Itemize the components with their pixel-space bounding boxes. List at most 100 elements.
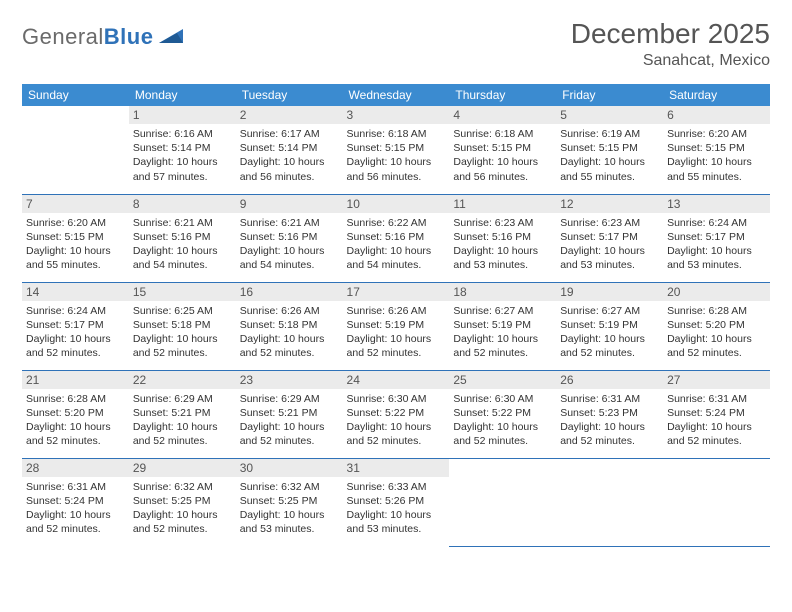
day-details: Sunrise: 6:23 AMSunset: 5:16 PMDaylight:…	[452, 216, 553, 273]
day-number: 10	[343, 195, 450, 213]
day-details: Sunrise: 6:32 AMSunset: 5:25 PMDaylight:…	[132, 480, 233, 537]
calendar-cell: 26 Sunrise: 6:31 AMSunset: 5:23 PMDayligh…	[556, 370, 663, 458]
day-number: 16	[236, 283, 343, 301]
day-details: Sunrise: 6:28 AMSunset: 5:20 PMDaylight:…	[25, 392, 126, 449]
calendar-week-row: 1 Sunrise: 6:16 AMSunset: 5:14 PMDaylight…	[22, 106, 770, 194]
day-number: 15	[129, 283, 236, 301]
calendar-cell: 10Sunrise: 6:22 AMSunset: 5:16 PMDayligh…	[343, 194, 450, 282]
day-details: Sunrise: 6:28 AMSunset: 5:20 PMDaylight:…	[666, 304, 767, 361]
day-number: 17	[343, 283, 450, 301]
weekday-header: Saturday	[663, 84, 770, 106]
month-title: December 2025	[571, 18, 770, 50]
calendar-week-row: 21 Sunrise: 6:28 AMSunset: 5:20 PMDayligh…	[22, 370, 770, 458]
day-details: Sunrise: 6:19 AMSunset: 5:15 PMDaylight:…	[559, 127, 660, 184]
day-number: 26	[556, 371, 663, 389]
day-number: 21	[22, 371, 129, 389]
calendar-cell: 11 Sunrise: 6:23 AMSunset: 5:16 PMDayligh…	[449, 194, 556, 282]
calendar-cell: 9Sunrise: 6:21 AMSunset: 5:16 PMDaylight…	[236, 194, 343, 282]
day-details: Sunrise: 6:29 AMSunset: 5:21 PMDaylight:…	[132, 392, 233, 449]
calendar-cell-empty	[22, 106, 129, 194]
calendar-cell: 6 Sunrise: 6:20 AMSunset: 5:15 PMDaylight…	[663, 106, 770, 194]
day-details: Sunrise: 6:21 AMSunset: 5:16 PMDaylight:…	[132, 216, 233, 273]
calendar-week-row: 28Sunrise: 6:31 AMSunset: 5:24 PMDayligh…	[22, 458, 770, 546]
calendar-cell: 4Sunrise: 6:18 AMSunset: 5:15 PMDaylight…	[449, 106, 556, 194]
calendar-cell: 29 Sunrise: 6:32 AMSunset: 5:25 PMDayligh…	[129, 458, 236, 546]
day-number: 14	[22, 283, 129, 301]
day-number: 19	[556, 283, 663, 301]
calendar-cell: 16Sunrise: 6:26 AMSunset: 5:18 PMDayligh…	[236, 282, 343, 370]
day-number: 20	[663, 283, 770, 301]
calendar-cell: 18Sunrise: 6:27 AMSunset: 5:19 PMDayligh…	[449, 282, 556, 370]
calendar-cell: 31 Sunrise: 6:33 AMSunset: 5:26 PMDayligh…	[343, 458, 450, 546]
day-number: 25	[449, 371, 556, 389]
weekday-header: Monday	[129, 84, 236, 106]
day-details: Sunrise: 6:24 AMSunset: 5:17 PMDaylight:…	[25, 304, 126, 361]
title-block: December 2025 Sanahcat, Mexico	[571, 18, 770, 70]
brand-general: General	[22, 24, 104, 49]
day-number: 30	[236, 459, 343, 477]
day-number: 6	[663, 106, 770, 124]
weekday-header: Friday	[556, 84, 663, 106]
day-details: Sunrise: 6:26 AMSunset: 5:19 PMDaylight:…	[346, 304, 447, 361]
day-details: Sunrise: 6:33 AMSunset: 5:26 PMDaylight:…	[346, 480, 447, 537]
day-details: Sunrise: 6:27 AMSunset: 5:19 PMDaylight:…	[452, 304, 553, 361]
day-details: Sunrise: 6:27 AMSunset: 5:19 PMDaylight:…	[559, 304, 660, 361]
weekday-header: Tuesday	[236, 84, 343, 106]
day-details: Sunrise: 6:32 AMSunset: 5:25 PMDaylight:…	[239, 480, 340, 537]
day-number: 8	[129, 195, 236, 213]
calendar-cell: 5 Sunrise: 6:19 AMSunset: 5:15 PMDaylight…	[556, 106, 663, 194]
weekday-header: Thursday	[449, 84, 556, 106]
calendar-table: SundayMondayTuesdayWednesdayThursdayFrid…	[22, 84, 770, 547]
calendar-cell: 2Sunrise: 6:17 AMSunset: 5:14 PMDaylight…	[236, 106, 343, 194]
day-details: Sunrise: 6:25 AMSunset: 5:18 PMDaylight:…	[132, 304, 233, 361]
calendar-cell: 3Sunrise: 6:18 AMSunset: 5:15 PMDaylight…	[343, 106, 450, 194]
day-number: 11	[449, 195, 556, 213]
day-number: 22	[129, 371, 236, 389]
weekday-header: Wednesday	[343, 84, 450, 106]
brand-logo: GeneralBlue	[22, 24, 185, 50]
day-details: Sunrise: 6:31 AMSunset: 5:23 PMDaylight:…	[559, 392, 660, 449]
day-details: Sunrise: 6:16 AMSunset: 5:14 PMDaylight:…	[132, 127, 233, 184]
calendar-cell: 25 Sunrise: 6:30 AMSunset: 5:22 PMDayligh…	[449, 370, 556, 458]
calendar-cell: 13Sunrise: 6:24 AMSunset: 5:17 PMDayligh…	[663, 194, 770, 282]
calendar-cell: 1 Sunrise: 6:16 AMSunset: 5:14 PMDaylight…	[129, 106, 236, 194]
day-number: 12	[556, 195, 663, 213]
day-details: Sunrise: 6:30 AMSunset: 5:22 PMDaylight:…	[346, 392, 447, 449]
calendar-cell: 21 Sunrise: 6:28 AMSunset: 5:20 PMDayligh…	[22, 370, 129, 458]
day-details: Sunrise: 6:20 AMSunset: 5:15 PMDaylight:…	[666, 127, 767, 184]
calendar-cell: 27Sunrise: 6:31 AMSunset: 5:24 PMDayligh…	[663, 370, 770, 458]
day-details: Sunrise: 6:30 AMSunset: 5:22 PMDaylight:…	[452, 392, 553, 449]
calendar-cell: 30 Sunrise: 6:32 AMSunset: 5:25 PMDayligh…	[236, 458, 343, 546]
day-number: 29	[129, 459, 236, 477]
calendar-cell: 23 Sunrise: 6:29 AMSunset: 5:21 PMDayligh…	[236, 370, 343, 458]
calendar-cell-empty	[556, 458, 663, 546]
calendar-week-row: 7Sunrise: 6:20 AMSunset: 5:15 PMDaylight…	[22, 194, 770, 282]
header: GeneralBlue December 2025 Sanahcat, Mexi…	[22, 18, 770, 70]
calendar-cell: 15 Sunrise: 6:25 AMSunset: 5:18 PMDayligh…	[129, 282, 236, 370]
day-details: Sunrise: 6:29 AMSunset: 5:21 PMDaylight:…	[239, 392, 340, 449]
calendar-week-row: 14 Sunrise: 6:24 AMSunset: 5:17 PMDayligh…	[22, 282, 770, 370]
brand-triangle-icon	[159, 27, 185, 48]
calendar-cell-empty	[449, 458, 556, 546]
calendar-cell: 19 Sunrise: 6:27 AMSunset: 5:19 PMDayligh…	[556, 282, 663, 370]
calendar-cell-empty	[663, 458, 770, 546]
day-number: 23	[236, 371, 343, 389]
day-number: 5	[556, 106, 663, 124]
brand-blue: Blue	[104, 24, 154, 49]
day-number: 9	[236, 195, 343, 213]
day-number: 31	[343, 459, 450, 477]
day-number: 4	[449, 106, 556, 124]
calendar-cell: 17 Sunrise: 6:26 AMSunset: 5:19 PMDayligh…	[343, 282, 450, 370]
calendar-cell: 8 Sunrise: 6:21 AMSunset: 5:16 PMDaylight…	[129, 194, 236, 282]
day-number: 3	[343, 106, 450, 124]
day-number: 2	[236, 106, 343, 124]
day-number: 28	[22, 459, 129, 477]
day-details: Sunrise: 6:24 AMSunset: 5:17 PMDaylight:…	[666, 216, 767, 273]
calendar-cell: 24Sunrise: 6:30 AMSunset: 5:22 PMDayligh…	[343, 370, 450, 458]
day-details: Sunrise: 6:20 AMSunset: 5:15 PMDaylight:…	[25, 216, 126, 273]
calendar-cell: 22 Sunrise: 6:29 AMSunset: 5:21 PMDayligh…	[129, 370, 236, 458]
day-number: 1	[129, 106, 236, 124]
weekday-header-row: SundayMondayTuesdayWednesdayThursdayFrid…	[22, 84, 770, 106]
location: Sanahcat, Mexico	[571, 52, 770, 70]
weekday-header: Sunday	[22, 84, 129, 106]
